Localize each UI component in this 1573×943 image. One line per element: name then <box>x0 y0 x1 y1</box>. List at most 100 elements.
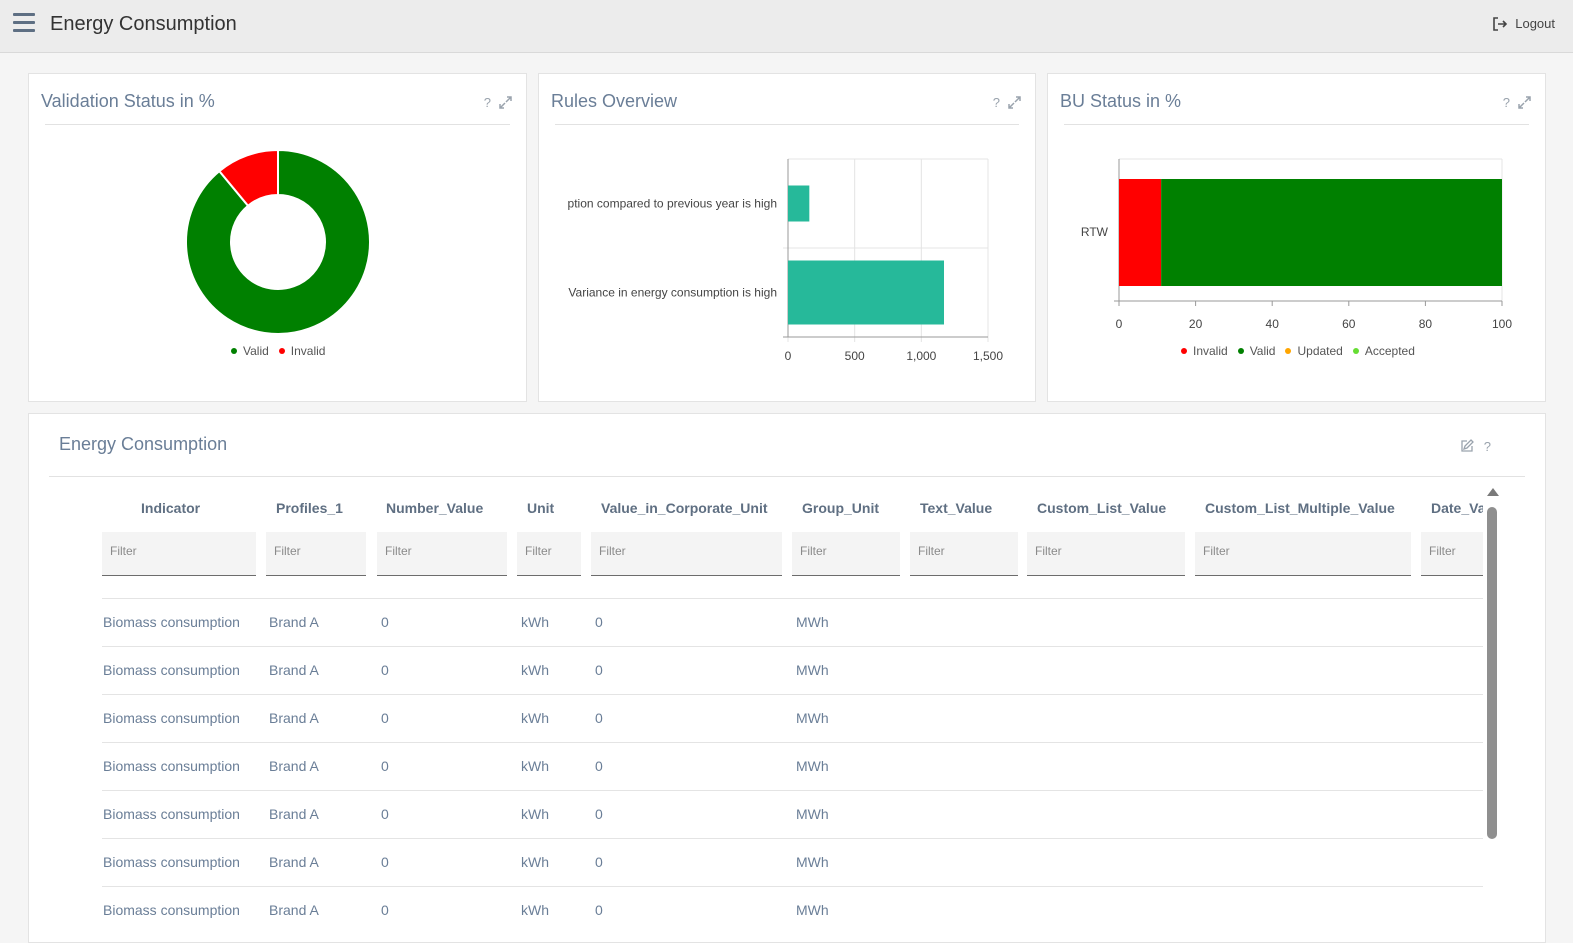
cell-group-unit: MWh <box>796 806 829 822</box>
filter-date-value[interactable] <box>1421 532 1483 576</box>
legend-label: Invalid <box>1193 344 1228 358</box>
filter-input[interactable] <box>385 544 507 558</box>
table-row[interactable]: Biomass consumption Brand A 0 kWh 0 MWh <box>102 742 1483 790</box>
legend-item-accepted[interactable]: Accepted <box>1352 344 1415 358</box>
cell-value-in-corporate-unit: 0 <box>595 614 603 630</box>
expand-icon[interactable] <box>499 96 512 109</box>
column-header-date-value[interactable]: Date_Valu <box>1431 500 1483 516</box>
help-icon[interactable]: ? <box>1483 439 1491 454</box>
filter-input[interactable] <box>918 544 1018 558</box>
cell-number-value: 0 <box>381 902 389 918</box>
donut-chart <box>185 148 371 335</box>
filter-text-value[interactable] <box>910 532 1018 576</box>
scroll-up-icon[interactable] <box>1487 488 1499 496</box>
column-header-group-unit[interactable]: Group_Unit <box>802 500 879 516</box>
cell-profile: Brand A <box>269 614 319 630</box>
divider <box>45 124 510 125</box>
cell-value-in-corporate-unit: 0 <box>595 710 603 726</box>
filter-custom-list-multiple-value[interactable] <box>1195 532 1411 576</box>
y-tick-label: RTW <box>1081 225 1109 239</box>
cell-unit: kWh <box>521 662 549 678</box>
table-row[interactable]: Biomass consumption Brand A 0 kWh 0 MWh <box>102 598 1483 646</box>
legend-item-valid[interactable]: Valid <box>1237 344 1275 358</box>
bu-legend: Invalid Valid Updated Accepted <box>1181 344 1415 358</box>
cell-value-in-corporate-unit: 0 <box>595 758 603 774</box>
filter-value-in-corporate-unit[interactable] <box>591 532 782 576</box>
filter-input[interactable] <box>1035 544 1185 558</box>
rules-overview-card: Rules Overview ? 0 500 1,000 1,500 ption com… <box>538 73 1036 402</box>
filter-input[interactable] <box>1429 544 1483 558</box>
help-icon[interactable]: ? <box>483 95 491 110</box>
legend-item-invalid[interactable]: Invalid <box>1181 344 1228 358</box>
cell-number-value: 0 <box>381 614 389 630</box>
filter-input[interactable] <box>1203 544 1411 558</box>
column-header-text-value[interactable]: Text_Value <box>920 500 993 516</box>
x-tick-label: 40 <box>1266 317 1280 331</box>
cell-profile: Brand A <box>269 662 319 678</box>
donut-slice-valid <box>185 148 371 335</box>
card-title: BU Status in % <box>1060 91 1182 111</box>
expand-icon[interactable] <box>1518 96 1531 109</box>
cell-profile: Brand A <box>269 902 319 918</box>
x-tick-label: 0 <box>785 349 792 363</box>
filter-input[interactable] <box>525 544 581 558</box>
table-card-title: Energy Consumption <box>59 434 228 454</box>
legend-item-invalid[interactable]: Invalid <box>278 344 325 358</box>
table-row[interactable]: Biomass consumption Brand A 0 kWh 0 MWh <box>102 646 1483 694</box>
divider <box>49 476 1525 477</box>
edit-icon[interactable] <box>1461 439 1474 452</box>
column-header-value-in-corporate-unit[interactable]: Value_in_Corporate_Unit <box>601 500 768 516</box>
table-row[interactable]: Biomass consumption Brand A 0 kWh 0 MWh <box>102 694 1483 742</box>
filter-unit[interactable] <box>517 532 581 576</box>
cell-unit: kWh <box>521 854 549 870</box>
rules-bar-chart: 0 500 1,000 1,500 ption compared to previous… <box>568 158 1003 363</box>
filter-input[interactable] <box>110 544 256 558</box>
cell-indicator: Biomass consumption <box>103 614 240 630</box>
column-header-custom-list-value[interactable]: Custom_List_Value <box>1037 500 1167 516</box>
y-tick-label: Variance in energy consumption is high <box>568 286 777 300</box>
x-tick-label: 0 <box>1116 317 1123 331</box>
help-icon[interactable]: ? <box>992 95 1000 110</box>
expand-icon[interactable] <box>1008 96 1021 109</box>
column-header-custom-list-multiple-value[interactable]: Custom_List_Multiple_Value <box>1205 500 1395 516</box>
cell-number-value: 0 <box>381 662 389 678</box>
cell-indicator: Biomass consumption <box>103 854 240 870</box>
filter-input[interactable] <box>274 544 366 558</box>
legend-item-valid[interactable]: Valid <box>231 344 269 358</box>
cell-group-unit: MWh <box>796 662 829 678</box>
cell-indicator: Biomass consumption <box>103 662 240 678</box>
scrollbar[interactable] <box>1487 507 1497 839</box>
filter-input[interactable] <box>800 544 900 558</box>
filter-indicator[interactable] <box>102 532 256 576</box>
cell-indicator: Biomass consumption <box>103 806 240 822</box>
column-header-indicator[interactable]: Indicator <box>141 500 201 516</box>
cell-unit: kWh <box>521 614 549 630</box>
logout-button[interactable]: Logout <box>1492 16 1555 31</box>
filter-input[interactable] <box>599 544 782 558</box>
legend-item-updated[interactable]: Updated <box>1285 344 1343 358</box>
validation-status-card: Validation Status in % ? Valid Invalid <box>28 73 527 402</box>
x-tick-label: 60 <box>1342 317 1356 331</box>
bar-valid <box>1161 179 1502 286</box>
filter-number-value[interactable] <box>377 532 507 576</box>
bu-status-card: BU Status in % ? 0 20 40 60 80 100 RTW Invalid… <box>1047 73 1546 402</box>
help-icon[interactable]: ? <box>1502 95 1510 110</box>
table-row[interactable]: Biomass consumption Brand A 0 kWh 0 MWh <box>102 838 1483 886</box>
logout-label: Logout <box>1515 16 1555 31</box>
column-header-unit[interactable]: Unit <box>527 500 555 516</box>
filter-custom-list-value[interactable] <box>1027 532 1185 576</box>
menu-icon[interactable] <box>13 13 35 33</box>
donut-legend: Valid Invalid <box>231 344 325 358</box>
filter-profiles[interactable] <box>266 532 366 576</box>
table-row[interactable]: Biomass consumption Brand A 0 kWh 0 MWh <box>102 790 1483 838</box>
cell-indicator: Biomass consumption <box>103 710 240 726</box>
filter-group-unit[interactable] <box>792 532 900 576</box>
cell-unit: kWh <box>521 902 549 918</box>
column-header-profiles[interactable]: Profiles_1 <box>276 500 343 516</box>
cell-profile: Brand A <box>269 854 319 870</box>
cell-profile: Brand A <box>269 758 319 774</box>
cell-number-value: 0 <box>381 758 389 774</box>
column-header-number-value[interactable]: Number_Value <box>386 500 484 516</box>
cell-number-value: 0 <box>381 710 389 726</box>
table-row[interactable]: Biomass consumption Brand A 0 kWh 0 MWh <box>102 886 1483 924</box>
